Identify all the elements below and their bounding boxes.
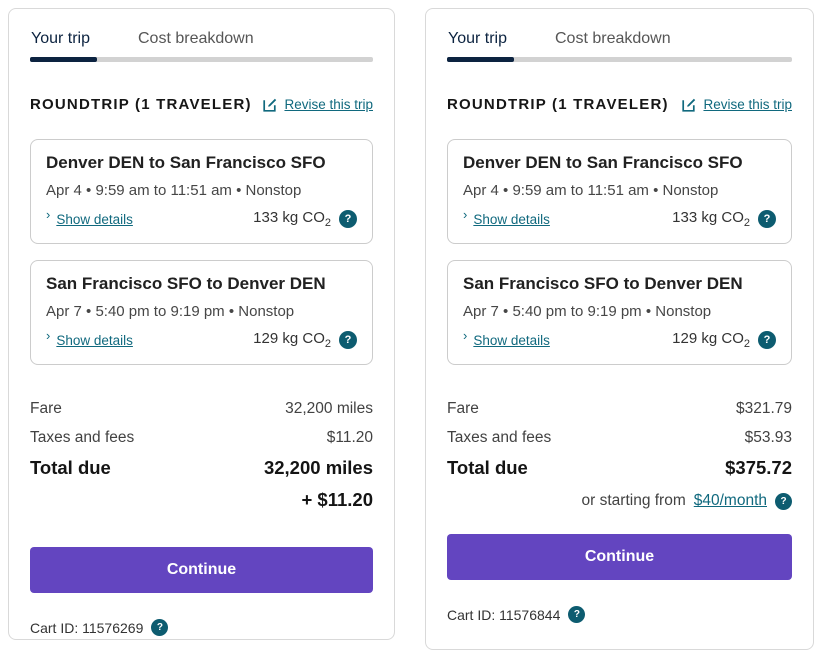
- taxes-value: $53.93: [744, 429, 792, 446]
- total-due-row: Total due 32,200 miles + $11.20: [30, 456, 373, 511]
- flight-segment-card: San Francisco SFO to Denver DEN Apr 7 • …: [447, 260, 792, 365]
- show-details-label: Show details: [56, 332, 133, 348]
- segment-footer: › Show details 129 kg CO2 ?: [46, 327, 357, 350]
- tab-track: [447, 57, 792, 62]
- edit-icon: [681, 97, 697, 113]
- co2-emissions: 133 kg CO2 ?: [253, 209, 357, 229]
- taxes-value: $11.20: [326, 429, 373, 446]
- flight-segment-card: San Francisco SFO to Denver DEN Apr 7 • …: [30, 260, 373, 365]
- segment-route: Denver DEN to San Francisco SFO: [46, 153, 326, 172]
- help-icon[interactable]: ?: [775, 492, 792, 510]
- chevron-right-icon: ›: [46, 327, 51, 343]
- total-due-label: Total due: [30, 457, 111, 478]
- cart-id-row: Cart ID: 11576844 ?: [447, 606, 792, 623]
- tab-cost-breakdown[interactable]: Cost breakdown: [555, 30, 671, 47]
- show-details-link[interactable]: › Show details: [463, 206, 550, 227]
- segment-schedule: Apr 4 • 9:59 am to 11:51 am • Nonstop: [463, 182, 719, 199]
- co2-value: 133 kg CO2: [253, 209, 331, 229]
- co2-emissions: 129 kg CO2 ?: [672, 330, 776, 350]
- total-due-value-line2: + $11.20: [301, 489, 373, 510]
- tab-your-trip[interactable]: Your trip: [31, 30, 90, 47]
- cart-id-label: Cart ID: 11576844: [447, 606, 561, 623]
- financing-offer-row: or starting from $40/month ?: [447, 492, 792, 510]
- segment-route: San Francisco SFO to Denver DEN: [463, 274, 743, 293]
- trip-header: ROUNDTRIP (1 TRAVELER) Revise this trip: [447, 96, 792, 113]
- fare-label: Fare: [447, 400, 479, 417]
- financing-prefix: or starting from: [581, 492, 686, 509]
- revise-trip-link[interactable]: Revise this trip: [681, 97, 792, 113]
- segment-schedule: Apr 7 • 5:40 pm to 9:19 pm • Nonstop: [46, 303, 295, 320]
- summary-tabs: Your trip Cost breakdown: [30, 30, 373, 48]
- edit-icon: [262, 97, 278, 113]
- show-details-link[interactable]: › Show details: [46, 327, 133, 348]
- taxes-row: Taxes and fees $53.93: [447, 427, 792, 448]
- active-tab-indicator: [30, 57, 97, 62]
- cart-id-row: Cart ID: 11576269 ?: [30, 619, 373, 636]
- co2-emissions: 129 kg CO2 ?: [253, 330, 357, 350]
- help-icon[interactable]: ?: [339, 210, 357, 228]
- help-icon[interactable]: ?: [758, 210, 776, 228]
- fare-label: Fare: [30, 400, 62, 417]
- segment-route: San Francisco SFO to Denver DEN: [46, 274, 326, 293]
- trip-type-label: ROUNDTRIP (1 TRAVELER): [447, 96, 669, 113]
- segment-footer: › Show details 129 kg CO2 ?: [463, 327, 776, 350]
- help-icon[interactable]: ?: [339, 331, 357, 349]
- show-details-label: Show details: [473, 211, 550, 227]
- taxes-label: Taxes and fees: [30, 429, 135, 446]
- continue-button[interactable]: Continue: [30, 547, 373, 593]
- co2-emissions: 133 kg CO2 ?: [672, 209, 776, 229]
- tab-your-trip[interactable]: Your trip: [448, 30, 507, 47]
- pricing-summary: Fare $321.79 Taxes and fees $53.93 Total…: [447, 398, 792, 510]
- fare-value: 32,200 miles: [285, 400, 373, 417]
- help-icon[interactable]: ?: [151, 619, 169, 636]
- flight-segment-card: Denver DEN to San Francisco SFO Apr 4 • …: [447, 139, 792, 244]
- total-due-value: $375.72: [725, 457, 792, 478]
- trip-summary-panel-miles: Your trip Cost breakdown ROUNDTRIP (1 TR…: [8, 8, 395, 640]
- taxes-label: Taxes and fees: [447, 429, 552, 446]
- taxes-row: Taxes and fees $11.20: [30, 427, 373, 448]
- show-details-link[interactable]: › Show details: [463, 327, 550, 348]
- show-details-label: Show details: [56, 211, 133, 227]
- revise-trip-link[interactable]: Revise this trip: [262, 97, 373, 113]
- continue-button[interactable]: Continue: [447, 534, 792, 580]
- segment-footer: › Show details 133 kg CO2 ?: [46, 206, 357, 229]
- summary-tabs: Your trip Cost breakdown: [447, 30, 792, 48]
- revise-trip-label: Revise this trip: [703, 97, 792, 112]
- chevron-right-icon: ›: [463, 327, 468, 343]
- flight-segment-card: Denver DEN to San Francisco SFO Apr 4 • …: [30, 139, 373, 244]
- chevron-right-icon: ›: [46, 206, 51, 222]
- total-due-label: Total due: [447, 457, 528, 478]
- segment-route: Denver DEN to San Francisco SFO: [463, 153, 743, 172]
- show-details-label: Show details: [473, 332, 550, 348]
- co2-value: 129 kg CO2: [672, 330, 750, 350]
- trip-summary-panel-cash: Your trip Cost breakdown ROUNDTRIP (1 TR…: [425, 8, 814, 650]
- show-details-link[interactable]: › Show details: [46, 206, 133, 227]
- co2-value: 133 kg CO2: [672, 209, 750, 229]
- help-icon[interactable]: ?: [758, 331, 776, 349]
- fare-value: $321.79: [735, 400, 792, 417]
- total-due-row: Total due $375.72: [447, 456, 792, 479]
- revise-trip-label: Revise this trip: [284, 97, 373, 112]
- tab-cost-breakdown[interactable]: Cost breakdown: [138, 30, 254, 47]
- trip-header: ROUNDTRIP (1 TRAVELER) Revise this trip: [30, 96, 373, 113]
- segment-footer: › Show details 133 kg CO2 ?: [463, 206, 776, 229]
- total-due-value: 32,200 miles + $11.20: [263, 457, 373, 510]
- segment-schedule: Apr 4 • 9:59 am to 11:51 am • Nonstop: [46, 182, 302, 199]
- co2-value: 129 kg CO2: [253, 330, 331, 350]
- fare-row: Fare 32,200 miles: [30, 398, 373, 419]
- fare-row: Fare $321.79: [447, 398, 792, 419]
- help-icon[interactable]: ?: [568, 606, 586, 623]
- trip-type-label: ROUNDTRIP (1 TRAVELER): [30, 96, 252, 113]
- active-tab-indicator: [447, 57, 514, 62]
- chevron-right-icon: ›: [463, 206, 468, 222]
- tab-track: [30, 57, 373, 62]
- financing-link[interactable]: $40/month: [693, 492, 767, 509]
- pricing-summary: Fare 32,200 miles Taxes and fees $11.20 …: [30, 398, 373, 511]
- segment-schedule: Apr 7 • 5:40 pm to 9:19 pm • Nonstop: [463, 303, 712, 320]
- cart-id-label: Cart ID: 11576269: [30, 619, 144, 636]
